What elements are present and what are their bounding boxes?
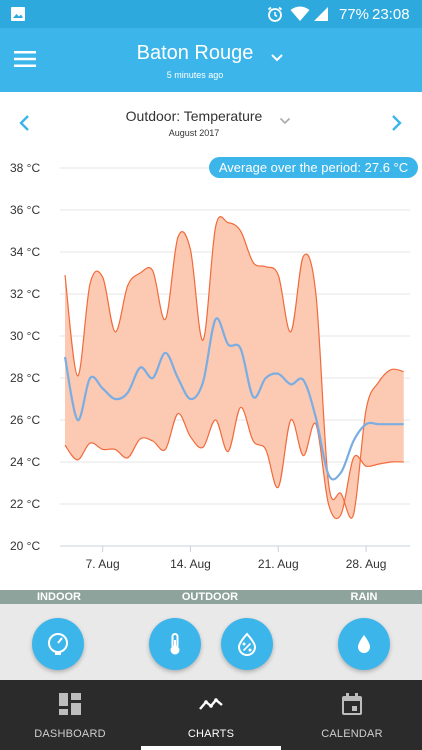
section-bar: INDOOR OUTDOOR RAIN xyxy=(0,590,422,604)
y-tick-label: 22 °C xyxy=(10,497,40,511)
nav-dashboard-label: DASHBOARD xyxy=(34,728,106,740)
thermometer-icon xyxy=(170,633,180,655)
previous-period-icon[interactable] xyxy=(18,114,32,132)
next-period-icon[interactable] xyxy=(389,114,403,132)
humidity-icon xyxy=(237,632,257,656)
nav-dashboard[interactable]: DASHBOARD xyxy=(0,680,140,750)
bottom-navigation: DASHBOARD CHARTS CALENDAR xyxy=(0,680,422,750)
temperature-range-band xyxy=(65,216,404,519)
y-tick-label: 28 °C xyxy=(10,371,40,385)
y-tick-label: 26 °C xyxy=(10,413,40,427)
x-tick-label: 14. Aug xyxy=(170,557,211,571)
nav-charts-label: CHARTS xyxy=(187,728,235,740)
chart-svg: 38 °C 36 °C 34 °C 32 °C 30 °C 28 °C 26 °C 24 °C… xyxy=(10,161,410,571)
y-axis: 38 °C 36 °C 34 °C 32 °C 30 °C 28 °C 26 °C 24 °C… xyxy=(10,161,40,553)
nav-calendar[interactable]: CALENDAR xyxy=(282,680,422,750)
sensor-buttons xyxy=(0,604,422,680)
last-updated: 5 minutes ago xyxy=(166,70,224,80)
raindrop-icon xyxy=(358,635,370,653)
average-temperature-line xyxy=(63,317,404,481)
temperature-chart: 38 °C 36 °C 34 °C 32 °C 30 °C 28 °C 26 °C 24 °C… xyxy=(0,154,422,590)
y-tick-label: 38 °C xyxy=(10,161,40,175)
status-bar: 77% 23:08 xyxy=(0,0,422,28)
chart-title[interactable]: Outdoor: Temperature xyxy=(125,108,263,124)
y-tick-label: 30 °C xyxy=(10,329,40,343)
x-tick-label: 7. Aug xyxy=(86,557,120,571)
active-tab-indicator xyxy=(141,746,281,750)
y-tick-label: 36 °C xyxy=(10,203,40,217)
nav-calendar-label: CALENDAR xyxy=(321,728,383,740)
gauge-icon xyxy=(48,633,68,655)
signal-icon xyxy=(314,7,328,21)
status-time: 23:08 xyxy=(372,6,410,23)
x-axis: 7. Aug 14. Aug 21. Aug 28. Aug xyxy=(86,546,387,571)
y-tick-label: 24 °C xyxy=(10,455,40,469)
battery-percent: 77% xyxy=(339,6,370,23)
section-indoor: INDOOR xyxy=(37,591,81,603)
max-temperature-line xyxy=(64,216,404,519)
image-icon xyxy=(11,7,25,21)
indoor-sensor-button[interactable] xyxy=(32,618,84,670)
menu-icon[interactable] xyxy=(14,50,36,68)
section-rain: RAIN xyxy=(350,591,378,603)
chart-selector: Outdoor: Temperature August 2017 xyxy=(0,92,422,155)
nav-charts[interactable]: CHARTS xyxy=(141,680,281,750)
chart-period: August 2017 xyxy=(168,128,220,138)
min-temperature-line xyxy=(64,406,404,520)
line-chart-icon xyxy=(199,698,223,710)
alarm-icon xyxy=(267,6,283,22)
y-tick-label: 20 °C xyxy=(10,539,40,553)
location-title[interactable]: Baton Rouge xyxy=(136,42,254,64)
chevron-down-icon[interactable] xyxy=(279,117,291,126)
x-tick-label: 28. Aug xyxy=(346,557,387,571)
app-bar: Baton Rouge 5 minutes ago xyxy=(0,28,422,92)
outdoor-temperature-button[interactable] xyxy=(149,618,201,670)
y-tick-label: 32 °C xyxy=(10,287,40,301)
wifi-icon xyxy=(290,6,310,21)
calendar-icon xyxy=(342,693,362,715)
x-tick-label: 21. Aug xyxy=(258,557,299,571)
y-tick-label: 34 °C xyxy=(10,245,40,259)
section-outdoor: OUTDOOR xyxy=(181,591,239,603)
outdoor-humidity-button[interactable] xyxy=(221,618,273,670)
dashboard-icon xyxy=(59,693,81,715)
rain-button[interactable] xyxy=(338,618,390,670)
average-badge: Average over the period: 27.6 °C xyxy=(209,157,418,178)
chevron-down-icon[interactable] xyxy=(270,53,284,63)
